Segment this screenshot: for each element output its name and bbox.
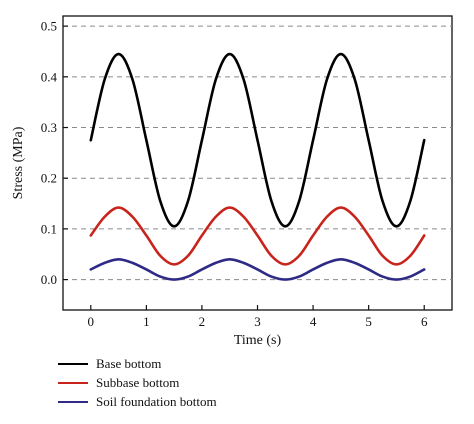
legend-label-base-bottom: Base bottom [96,355,162,371]
series-base-bottom [89,52,426,228]
legend-label-subbase-bottom: Subbase bottom [96,374,180,390]
plot-frame [62,15,453,311]
x-axis-title: Time (s) [234,333,282,348]
x-tick-label: 6 [421,314,428,329]
legend-swatch-subbase-bottom [58,381,88,384]
legend-item-subbase-bottom: Subbase bottom [58,373,217,392]
y-axis: 0.0 0.1 0.2 0.3 0.4 0.5 [41,19,68,287]
legend-item-base-bottom: Base bottom [58,354,217,373]
y-tick-label: 0.4 [41,69,58,84]
y-tick-label: 0.3 [41,120,57,135]
series-layer [89,52,426,281]
legend-label-soil-foundation-bottom: Soil foundation bottom [96,393,217,409]
x-tick-label: 4 [310,314,317,329]
legend-swatch-base-bottom [58,362,88,365]
y-tick-label: 0.1 [41,221,57,236]
x-tick-label: 5 [365,314,372,329]
x-tick-label: 3 [254,314,261,329]
legend-item-soil-foundation-bottom: Soil foundation bottom [58,392,217,411]
y-tick-label: 0.0 [41,272,57,287]
x-axis: 0 1 2 3 4 5 6 [88,305,428,329]
x-tick-label: 2 [199,314,206,329]
legend: Base bottom Subbase bottom Soil foundati… [58,354,217,411]
series-subbase-bottom [89,206,426,266]
y-tick-label: 0.2 [41,171,57,186]
line-chart: 0 1 2 3 4 5 6 0.0 0.1 0.2 0.3 0.4 0.5 Time (s) Stre… [11,15,453,348]
legend-swatch-soil-foundation-bottom [58,400,88,403]
x-tick-label: 0 [88,314,95,329]
series-soil-foundation-bottom [89,258,426,281]
grid-lines [63,25,452,281]
x-tick-label: 1 [143,314,150,329]
y-axis-title: Stress (MPa) [11,126,26,199]
y-tick-label: 0.5 [41,19,57,34]
